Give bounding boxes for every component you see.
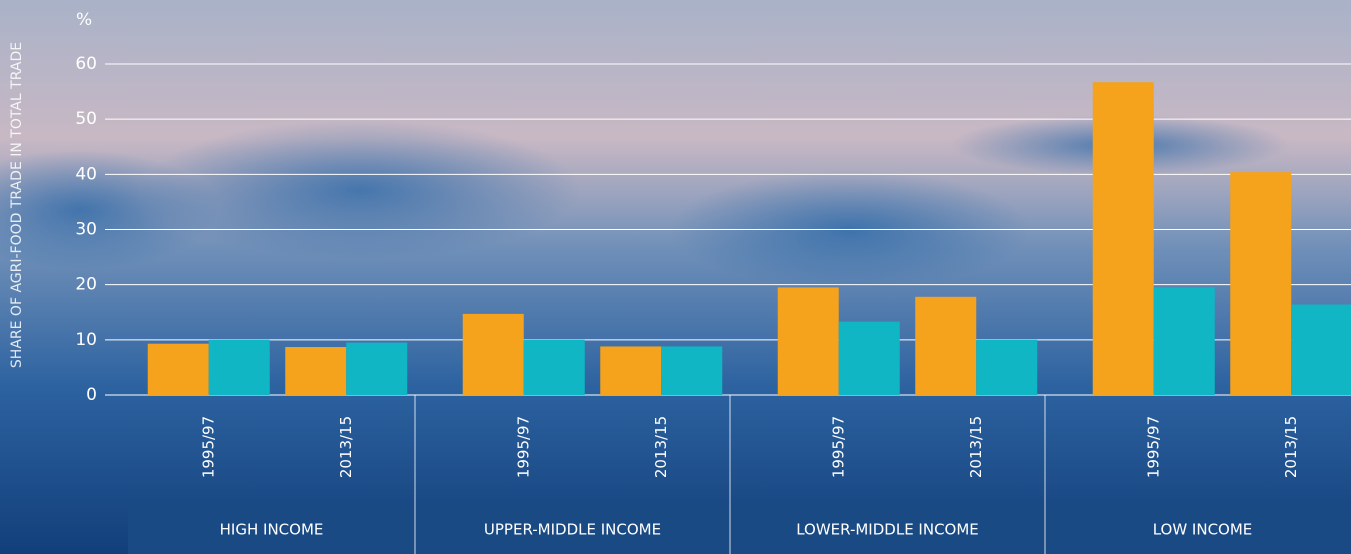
y-tick-label: 0: [86, 385, 97, 405]
bar: [524, 340, 585, 395]
bar: [600, 346, 661, 395]
y-tick-label: 30: [75, 220, 97, 240]
bar: [839, 322, 900, 395]
bar: [1230, 172, 1291, 395]
y-tick-label: 20: [75, 275, 97, 295]
x-tick-label: 1995/97: [829, 416, 847, 478]
group-label: LOW INCOME: [1153, 521, 1253, 539]
group-label: UPPER-MIDDLE INCOME: [484, 521, 661, 539]
bar: [976, 340, 1037, 395]
y-tick-label: 40: [75, 164, 97, 184]
bar: [285, 347, 346, 395]
bar: [1291, 305, 1351, 395]
bar: [148, 344, 209, 395]
bar: [1093, 82, 1154, 395]
x-tick-label: 1995/97: [1144, 416, 1162, 478]
bar: [209, 340, 270, 395]
x-tick-label: 2013/15: [1282, 416, 1300, 478]
x-tick-label: 1995/97: [199, 416, 217, 478]
chart: SHARE OF AGRI-FOOD TRADE IN TOTAL TRADE …: [0, 0, 1351, 554]
bar: [463, 314, 524, 395]
y-axis-label: SHARE OF AGRI-FOOD TRADE IN TOTAL TRADE: [9, 42, 25, 368]
x-tick-label: 1995/97: [514, 416, 532, 478]
bar: [661, 346, 722, 395]
x-tick-label: 2013/15: [967, 416, 985, 478]
group-label: LOWER-MIDDLE INCOME: [796, 521, 979, 539]
bar: [1154, 287, 1215, 395]
bar: [778, 287, 839, 395]
y-tick-label: 10: [75, 330, 97, 350]
x-tick-label: 2013/15: [652, 416, 670, 478]
y-unit: %: [76, 10, 92, 30]
bar: [346, 343, 407, 395]
x-tick-label: 2013/15: [337, 416, 355, 478]
group-label: HIGH INCOME: [220, 521, 324, 539]
y-tick-label: 50: [75, 109, 97, 129]
y-tick-label: 60: [75, 54, 97, 74]
bar: [915, 297, 976, 395]
